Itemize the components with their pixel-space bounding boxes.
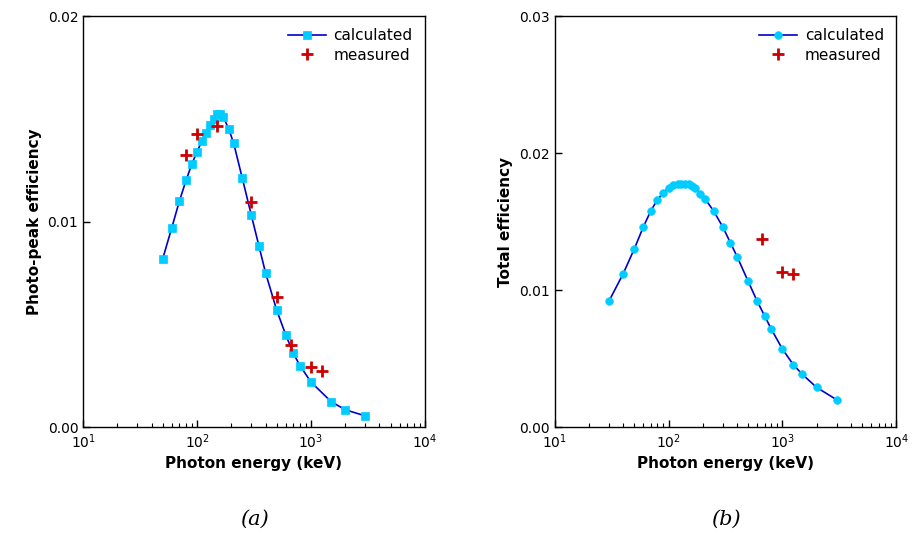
calculated (212, 111, 223, 117)
calculated (180, 177, 191, 184)
calculated (689, 185, 700, 191)
measured (788, 271, 799, 278)
calculated (658, 190, 669, 196)
calculated (777, 346, 788, 352)
calculated (638, 224, 649, 230)
measured (271, 294, 282, 300)
calculated (260, 270, 271, 276)
calculated (760, 313, 771, 319)
calculated (663, 185, 675, 191)
calculated (208, 115, 219, 122)
calculated (218, 114, 229, 120)
calculated (295, 362, 306, 368)
calculated (680, 180, 691, 187)
calculated (603, 298, 614, 304)
calculated (811, 384, 822, 391)
measured (285, 342, 296, 348)
measured (180, 152, 191, 158)
calculated (187, 161, 198, 167)
calculated (166, 225, 177, 231)
calculated (766, 326, 777, 332)
calculated (725, 240, 736, 246)
Line: measured: measured (756, 232, 799, 281)
Legend: calculated, measured: calculated, measured (755, 23, 889, 67)
measured (777, 269, 788, 276)
calculated (699, 196, 711, 202)
calculated (717, 224, 728, 230)
measured (757, 235, 768, 242)
calculated (174, 198, 185, 204)
Y-axis label: Photo-peak efficiency: Photo-peak efficiency (27, 128, 42, 315)
calculated (191, 148, 202, 155)
Line: calculated: calculated (159, 110, 369, 420)
calculated (201, 130, 212, 136)
measured (191, 131, 202, 137)
calculated (271, 307, 282, 313)
Legend: calculated, measured: calculated, measured (283, 23, 417, 67)
Text: (a): (a) (239, 509, 268, 529)
measured (246, 199, 257, 205)
calculated (325, 398, 336, 405)
calculated (743, 278, 754, 285)
calculated (683, 180, 694, 187)
Line: measured: measured (180, 120, 328, 377)
measured (212, 123, 223, 129)
Line: calculated: calculated (605, 180, 841, 404)
calculated (628, 246, 639, 252)
measured (305, 363, 316, 370)
calculated (157, 255, 168, 262)
X-axis label: Photon energy (keV): Photon energy (keV) (637, 456, 814, 471)
calculated (645, 207, 656, 214)
Y-axis label: Total efficiency: Total efficiency (498, 156, 514, 287)
calculated (237, 175, 248, 182)
measured (316, 367, 327, 374)
calculated (652, 197, 663, 203)
calculated (668, 182, 679, 189)
calculated (246, 212, 257, 218)
calculated (287, 350, 298, 356)
calculated (224, 126, 235, 132)
calculated (672, 180, 683, 187)
calculated (788, 362, 799, 368)
calculated (617, 271, 628, 277)
calculated (751, 298, 762, 304)
X-axis label: Photon energy (keV): Photon energy (keV) (165, 456, 343, 471)
calculated (687, 183, 698, 189)
calculated (832, 397, 843, 403)
Text: (b): (b) (711, 509, 740, 529)
calculated (214, 111, 225, 117)
calculated (204, 122, 215, 128)
calculated (305, 379, 316, 385)
calculated (228, 140, 239, 147)
calculated (676, 180, 687, 187)
calculated (280, 332, 291, 338)
calculated (359, 413, 371, 419)
calculated (796, 371, 808, 378)
calculated (695, 190, 706, 197)
calculated (196, 138, 207, 145)
calculated (253, 243, 264, 249)
calculated (709, 208, 720, 215)
calculated (340, 406, 351, 413)
calculated (732, 253, 743, 260)
